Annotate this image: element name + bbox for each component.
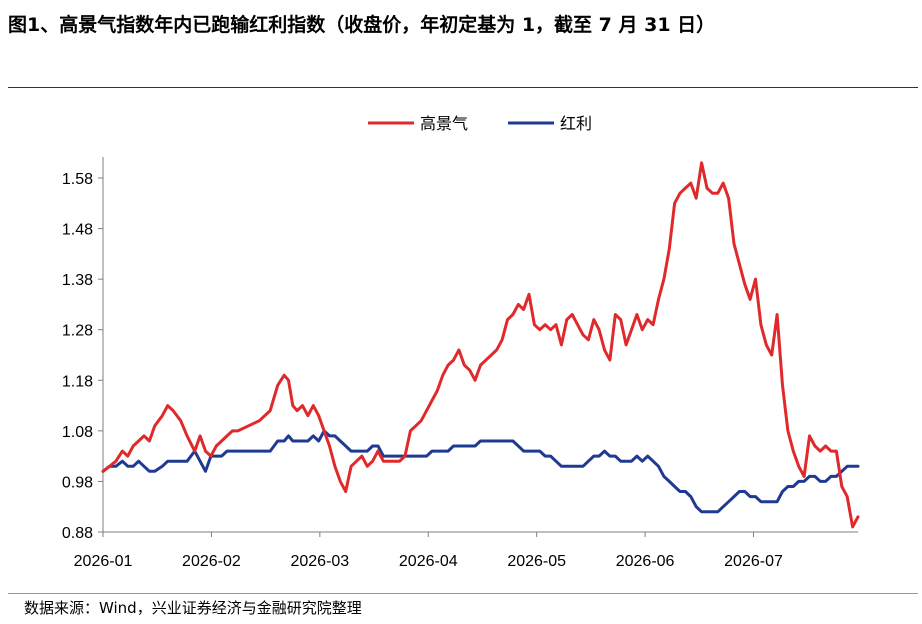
x-tick-label: 2026-06 [616,553,675,570]
x-tick-label: 2026-03 [290,553,349,570]
y-tick-label: 1.18 [62,373,93,390]
y-tick-label: 0.98 [62,474,93,491]
y-tick-label: 1.38 [62,272,93,289]
x-tick-label: 2026-05 [507,553,566,570]
legend: 高景气 红利 [368,114,592,133]
x-tick-label: 2026-02 [182,553,241,570]
y-tick-label: 1.58 [62,171,93,188]
bottom-rule [8,593,918,594]
series-line-高景气 [101,161,860,529]
top-rule [8,87,918,88]
legend-label: 高景气 [420,114,468,133]
line-chart: 高景气 红利 0.88 0.98 1.08 1.18 1.28 1.38 1.48 1.58 20… [62,114,860,570]
y-tick-label: 1.28 [62,323,93,340]
y-tick-label: 0.88 [62,525,93,542]
x-tick-label: 2026-04 [399,553,458,570]
source-note: 数据来源：Wind，兴业证券经济与金融研究院整理 [24,599,362,617]
x-tick-label: 2026-01 [74,553,133,570]
series-layer [101,161,860,529]
series-line-红利 [101,429,860,514]
y-tick-label: 1.48 [62,222,93,239]
axes: 0.88 0.98 1.08 1.18 1.28 1.38 1.48 1.58 2026-01 2… [62,157,858,570]
y-tick-label: 1.08 [62,424,93,441]
legend-label: 红利 [560,114,592,133]
figure-title: 图1、高景气指数年内已跑输红利指数（收盘价，年初定基为 1，截至 7 月 31 … [8,14,716,36]
x-tick-label: 2026-07 [724,553,783,570]
